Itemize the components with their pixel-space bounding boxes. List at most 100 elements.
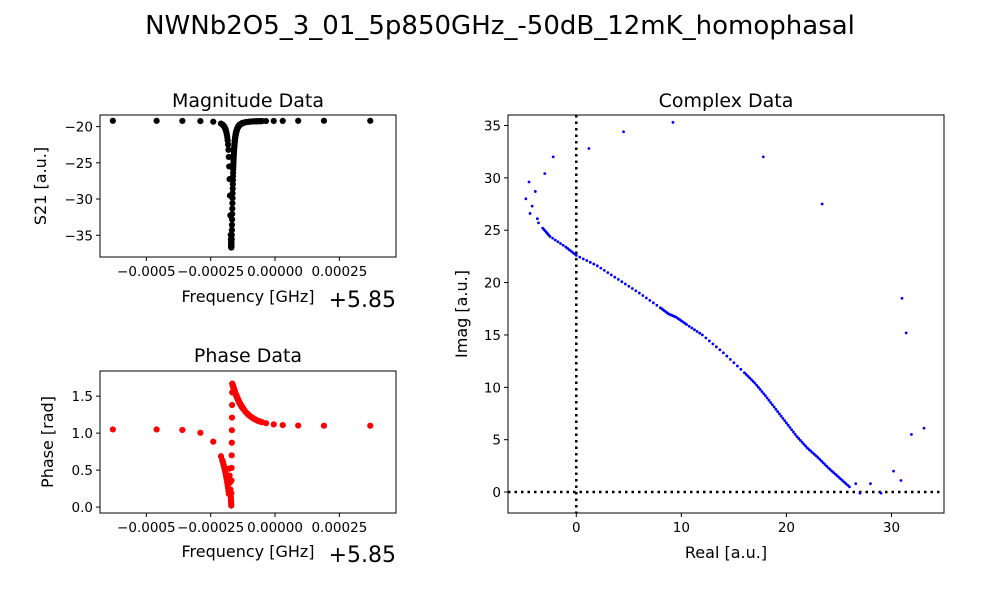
complex-point [623, 282, 627, 286]
complex-ytick-label: 0 [492, 485, 501, 501]
magnitude-ytick-label: −35 [65, 228, 94, 244]
complex-title: Complex Data [659, 90, 794, 112]
phase-point [179, 426, 186, 434]
complex-point [559, 242, 562, 245]
magnitude-point [210, 118, 217, 125]
complex-point [767, 398, 771, 402]
complex-point [869, 482, 872, 486]
complex-point [627, 284, 631, 288]
phase-xtick-label: −0.00025 [177, 520, 244, 536]
magnitude-ticks: −0.0005 −0.00025 0.00000 0.00025 −20 −25 −30 −3… [65, 120, 368, 280]
complex-point [634, 289, 638, 293]
complex-point [644, 296, 648, 300]
phase-axes-frame [99, 370, 397, 514]
magnitude-x-offset: +5.85 [329, 288, 396, 313]
phase-ytick-label: 1.5 [72, 389, 93, 405]
complex-ytick-label: 20 [484, 276, 501, 292]
phase-point [228, 502, 235, 509]
complex-point [698, 331, 702, 335]
complex-point [537, 221, 540, 225]
phase-points [109, 380, 374, 509]
complex-point [797, 437, 801, 440]
complex-point [700, 333, 704, 337]
complex-point [800, 440, 804, 444]
complex-point [551, 236, 555, 240]
phase-point [295, 422, 302, 429]
complex-point [781, 416, 785, 420]
complex-point [735, 364, 739, 368]
complex-point [848, 485, 851, 489]
complex-point [755, 383, 759, 387]
phase-point [270, 421, 277, 428]
phase-point [153, 426, 160, 433]
complex-point [762, 392, 766, 395]
complex-point [825, 464, 829, 468]
complex-point [858, 491, 862, 495]
complex-point [760, 390, 764, 393]
complex-point [879, 491, 883, 495]
complex-point [556, 240, 560, 244]
complex-point [818, 457, 822, 461]
complex-point [749, 378, 753, 382]
magnitude-point [262, 117, 270, 125]
phase-point [226, 472, 233, 479]
magnitude-point [229, 195, 236, 202]
complex-point [900, 296, 904, 300]
complex-point [622, 130, 625, 134]
complex-point [751, 379, 755, 383]
complex-point [793, 432, 797, 436]
magnitude-ytick-label: −20 [65, 120, 94, 136]
complex-point [771, 403, 774, 407]
complex-point [561, 243, 565, 247]
complex-point [795, 435, 799, 438]
magnitude-point [197, 118, 204, 125]
complex-point [785, 421, 788, 425]
magnitude-title: Magnitude Data [172, 90, 324, 112]
complex-point [530, 204, 534, 208]
complex-point [753, 381, 757, 385]
phase-point [320, 422, 328, 429]
magnitude-point [224, 141, 232, 148]
complex-ytick-label: 10 [484, 380, 501, 396]
magnitude-point [228, 226, 235, 234]
complex-point [816, 456, 820, 459]
complex-point [714, 345, 718, 349]
magnitude-point [229, 185, 236, 192]
complex-point [790, 428, 794, 432]
complex-point [533, 190, 537, 193]
complex-point [651, 301, 655, 305]
complex-point [772, 405, 776, 409]
complex-point [788, 426, 792, 429]
phase-point [228, 414, 236, 421]
complex-point [616, 278, 620, 281]
phase-point [197, 429, 204, 436]
complex-point [606, 271, 610, 275]
complex-point [892, 469, 895, 473]
complex-point [707, 339, 711, 343]
complex-point [528, 212, 532, 215]
complex-point [687, 324, 691, 328]
complex-ytick-label: 5 [492, 433, 501, 449]
complex-ylabel: Imag [a.u.] [452, 270, 471, 358]
phase-x-offset: +5.85 [329, 543, 396, 568]
complex-point [693, 328, 696, 332]
magnitude-point [229, 210, 236, 218]
complex-ytick-label: 35 [484, 118, 501, 134]
complex-point [718, 348, 722, 352]
magnitude-point [367, 117, 374, 124]
complex-point [641, 294, 645, 297]
complex-point [746, 374, 750, 378]
complex-point [823, 463, 827, 466]
magnitude-point [270, 117, 277, 125]
complex-point [671, 120, 675, 124]
complex-xtick-label: 30 [883, 520, 900, 536]
magnitude-xtick-label: 0.00025 [311, 264, 367, 280]
magnitude-ylabel: S21 [a.u.] [31, 147, 50, 225]
complex-point [725, 354, 729, 358]
phase-point [228, 452, 235, 459]
phase-ytick-label: 0.0 [72, 500, 93, 516]
magnitude-xlabel: Frequency [GHz] [181, 287, 314, 306]
magnitude-axes-frame [99, 114, 397, 258]
figure-suptitle: NWNb2O5_3_01_5p850GHz_-50dB_12mK_homopha… [145, 11, 855, 41]
magnitude-point [279, 117, 286, 125]
